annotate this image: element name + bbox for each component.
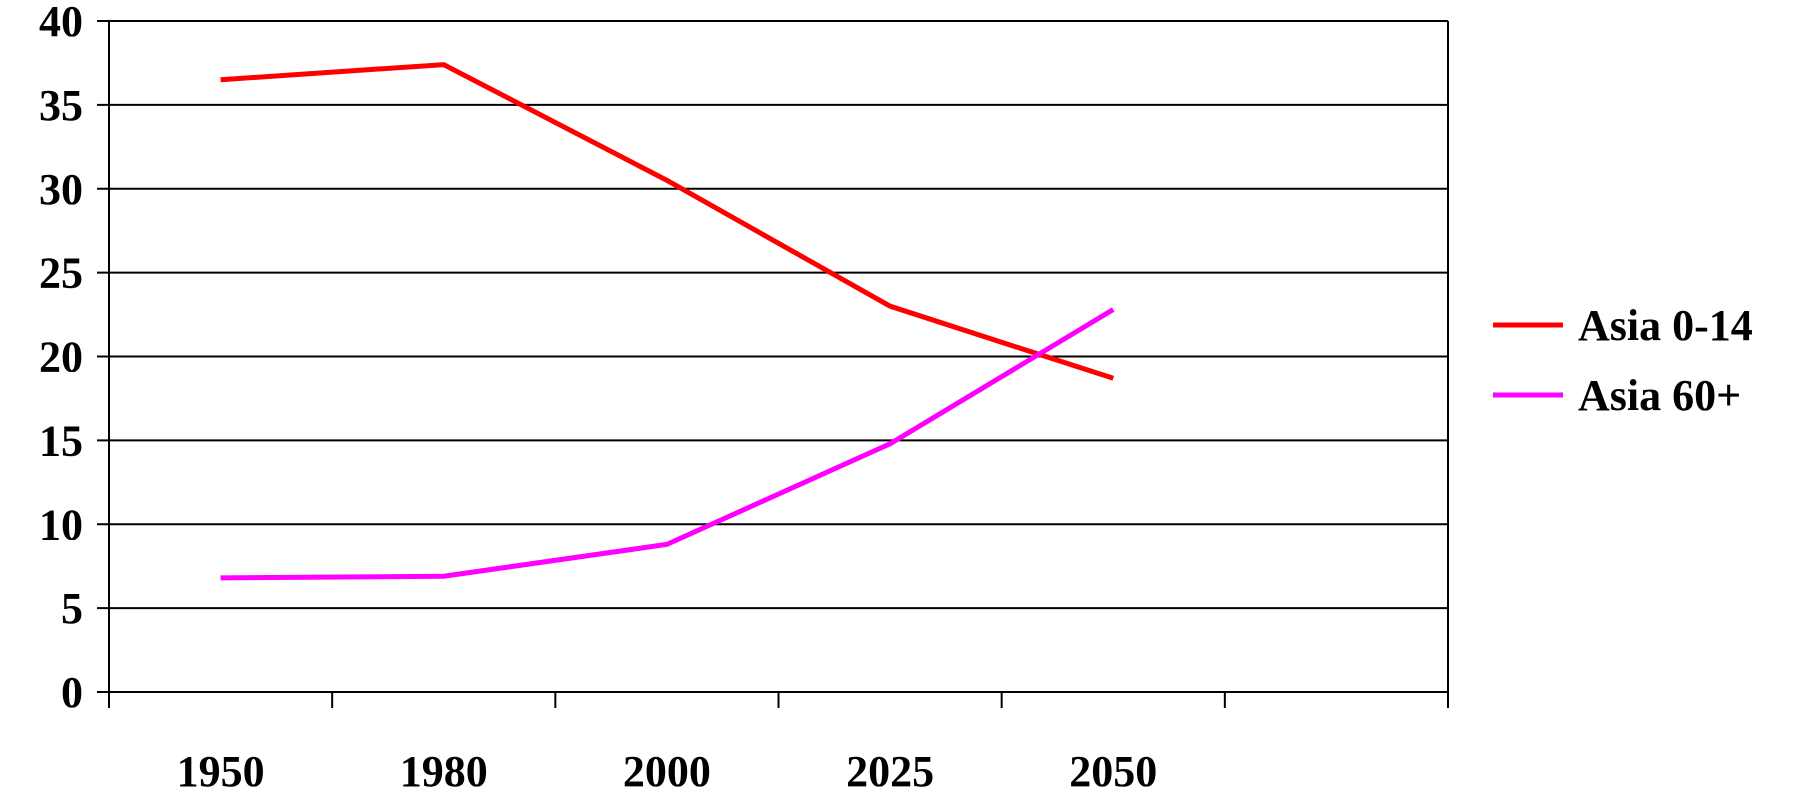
y-tick-label: 40 xyxy=(39,0,83,46)
y-tick-label: 20 xyxy=(39,333,83,382)
legend-label: Asia 0-14 xyxy=(1578,301,1753,350)
x-tick-label: 2000 xyxy=(623,747,711,790)
y-tick-label: 0 xyxy=(61,668,83,717)
axes xyxy=(97,21,1448,708)
x-tick-label: 2025 xyxy=(846,747,934,790)
x-axis-tick-labels: 1950 1980 2000 2025 2050 xyxy=(177,747,1158,790)
y-axis-tick-labels: 0 5 10 15 20 25 30 35 40 xyxy=(39,0,83,717)
series-line-asia-0-14 xyxy=(221,65,1114,379)
y-tick-label: 10 xyxy=(39,500,83,549)
series-line-asia-60- xyxy=(221,310,1114,578)
y-tick-label: 35 xyxy=(39,81,83,130)
y-tick-label: 25 xyxy=(39,249,83,298)
y-tick-label: 30 xyxy=(39,165,83,214)
x-tick-label: 1950 xyxy=(177,747,265,790)
gridlines xyxy=(109,21,1448,608)
y-tick-label: 15 xyxy=(39,416,83,465)
x-tick-label: 1980 xyxy=(400,747,488,790)
x-tick-label: 2050 xyxy=(1069,747,1157,790)
legend-label: Asia 60+ xyxy=(1578,371,1741,420)
y-tick-label: 5 xyxy=(61,584,83,633)
series-lines xyxy=(220,65,1113,579)
legend: Asia 0-14 Asia 60+ xyxy=(1493,301,1753,420)
